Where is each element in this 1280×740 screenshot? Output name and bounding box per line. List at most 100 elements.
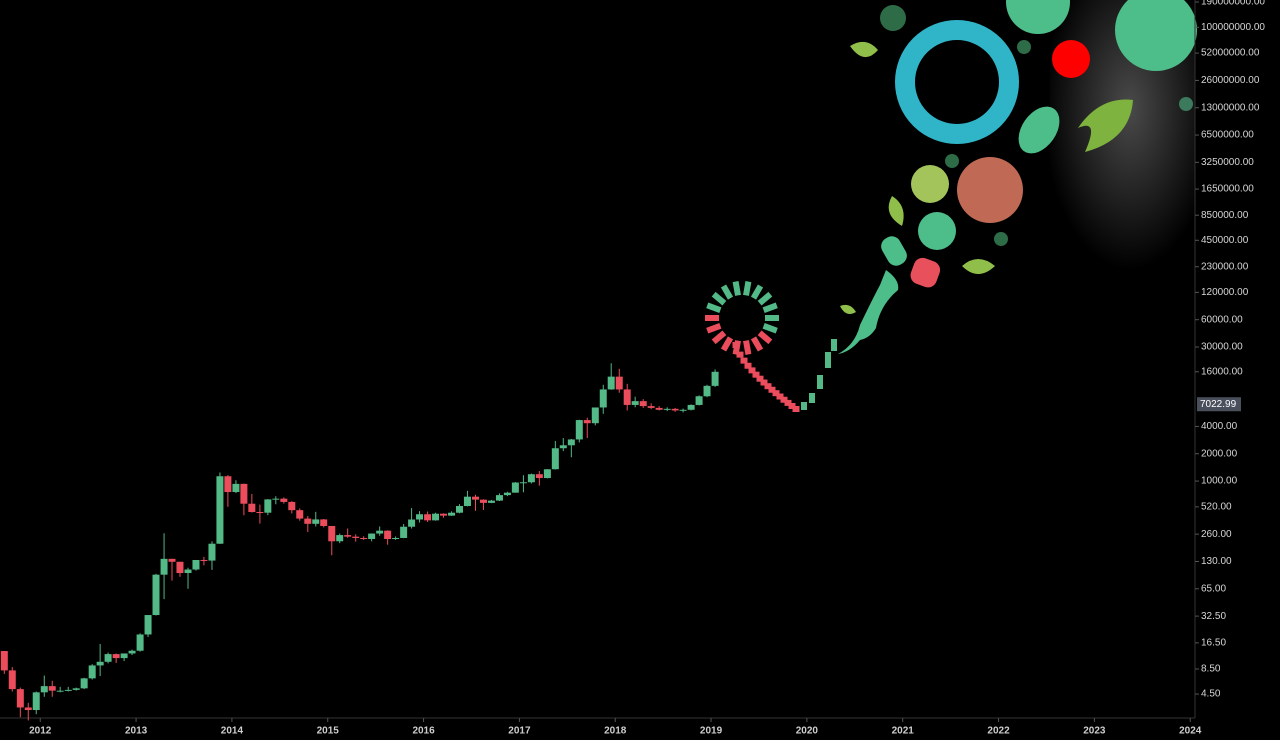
leaf — [840, 304, 856, 314]
candle-body — [280, 498, 288, 502]
spiral-candle — [705, 315, 719, 321]
y-tick-label: 230000.00 — [1201, 261, 1249, 272]
spiral-candle — [720, 284, 734, 300]
candle-body — [240, 483, 248, 504]
candle-body — [232, 483, 240, 493]
candle-body — [503, 492, 511, 496]
tail-candle — [784, 399, 792, 406]
candle-body — [567, 439, 575, 446]
tail-candle — [752, 371, 760, 378]
candle-body — [607, 376, 615, 390]
tail-candle — [732, 342, 740, 348]
candle-body — [200, 559, 208, 561]
candle-body — [344, 535, 352, 537]
spiral-candle — [762, 302, 778, 313]
tail-candle — [760, 379, 768, 386]
wave — [838, 270, 899, 354]
candle-body — [615, 376, 623, 390]
candle-body — [703, 385, 711, 397]
candle-body — [679, 409, 687, 411]
spiral-candle — [757, 291, 773, 306]
candle-body — [495, 495, 503, 501]
candle-body — [639, 401, 647, 407]
bubble — [1018, 106, 1060, 154]
candle-body — [320, 519, 328, 526]
bubble — [1179, 97, 1193, 111]
candle-body — [408, 519, 416, 527]
y-tick-label: 6500000.00 — [1201, 130, 1254, 141]
candle-body — [591, 407, 599, 424]
candle-body — [64, 689, 72, 691]
x-tick-label: 2022 — [987, 726, 1010, 737]
bubble — [918, 212, 956, 250]
candle-body — [384, 530, 392, 539]
spiral-candle — [706, 302, 722, 313]
tail-candle — [756, 375, 764, 382]
candle-body — [647, 406, 655, 408]
y-tick-label: 520.00 — [1201, 501, 1232, 512]
tail-candle — [764, 383, 772, 390]
candle-body — [152, 574, 160, 616]
candle-body — [216, 476, 224, 544]
candle-body — [456, 506, 464, 513]
candle-body — [416, 514, 424, 520]
y-tick-label: 16.50 — [1201, 637, 1226, 648]
candle-body — [487, 500, 495, 503]
spiral-candle — [743, 340, 752, 355]
candle-body — [376, 530, 384, 534]
tail-candle — [744, 362, 752, 369]
spiral-candle — [750, 284, 764, 300]
y-tick-label: 13000000.00 — [1201, 102, 1260, 113]
x-tick-label: 2015 — [317, 726, 340, 737]
candle-body — [112, 654, 120, 659]
tail-candle — [817, 375, 823, 389]
candle-body — [24, 707, 32, 711]
x-tick-label: 2019 — [700, 726, 723, 737]
price-tag-label: 7022.99 — [1200, 399, 1237, 410]
y-tick-label: 130.00 — [1201, 556, 1232, 567]
y-tick-label: 850000.00 — [1201, 210, 1249, 221]
candle-body — [40, 686, 48, 693]
candle-body — [48, 686, 56, 691]
x-tick-label: 2023 — [1083, 726, 1106, 737]
bubble — [945, 154, 959, 168]
candle-body — [88, 665, 96, 679]
candle-body — [655, 407, 663, 410]
leaf — [962, 259, 995, 274]
spiral-candle — [711, 291, 727, 306]
candle-body — [559, 445, 567, 449]
candle-body — [432, 513, 440, 521]
leaf — [850, 41, 878, 58]
candle-body — [104, 654, 112, 662]
candle-body — [312, 519, 320, 524]
bubble — [880, 5, 906, 31]
decoration — [0, 0, 1197, 719]
candle-body — [511, 482, 519, 493]
tail-candle — [780, 396, 788, 403]
spiral-candle — [757, 330, 773, 345]
candle-body — [663, 408, 671, 410]
y-tick-label: 65.00 — [1201, 583, 1226, 594]
candle-body — [128, 650, 136, 654]
y-tick-label: 100000000.00 — [1201, 22, 1265, 33]
bubble — [911, 165, 949, 203]
x-tick-label: 2020 — [796, 726, 819, 737]
candle-body — [136, 634, 144, 651]
tail-candle — [809, 393, 815, 403]
candle-body — [328, 525, 336, 542]
y-tick-label: 60000.00 — [1201, 314, 1243, 325]
candle-body — [168, 558, 176, 562]
tail-candle — [825, 352, 831, 368]
candle-body — [144, 615, 152, 635]
candle-body — [160, 558, 168, 575]
candle-body — [575, 420, 583, 440]
tail-candle — [772, 390, 780, 397]
candle-body — [120, 653, 128, 659]
price-tag — [1197, 397, 1241, 412]
bubble — [1115, 0, 1197, 71]
bubble — [881, 236, 907, 266]
candle-body — [448, 512, 456, 516]
spiral-candle — [743, 281, 752, 296]
candle-body — [248, 503, 256, 513]
